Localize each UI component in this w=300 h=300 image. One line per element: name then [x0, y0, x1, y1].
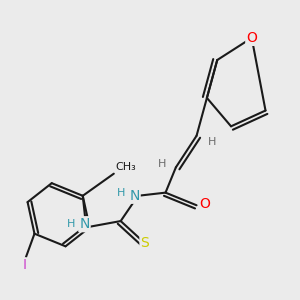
Text: CH₃: CH₃	[116, 162, 136, 172]
Text: H: H	[67, 219, 75, 229]
Text: H: H	[117, 188, 126, 198]
Text: O: O	[246, 31, 257, 45]
Text: N: N	[129, 189, 140, 203]
Text: I: I	[22, 258, 26, 272]
Text: S: S	[140, 236, 149, 250]
Text: H: H	[208, 137, 216, 147]
Text: O: O	[200, 197, 211, 211]
Text: N: N	[79, 217, 90, 231]
Text: H: H	[158, 159, 166, 169]
